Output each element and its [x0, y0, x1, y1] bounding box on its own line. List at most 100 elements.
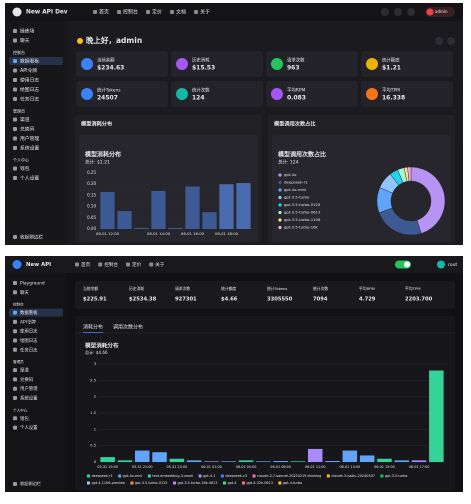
- header-bar: [5, 3, 463, 21]
- stat-label: 当前余额: [83, 286, 98, 291]
- avatar: [437, 260, 445, 269]
- bar: [169, 458, 185, 462]
- legend-label: gpt-3.5-turbo-16k-0613: [177, 481, 217, 485]
- sidebar-item[interactable]: API令牌: [20, 318, 36, 325]
- nav-item[interactable]: 文档: [176, 9, 186, 16]
- legend-swatch: [241, 481, 245, 485]
- refresh-button[interactable]: [435, 37, 443, 45]
- sidebar-item[interactable]: 绘图日志: [20, 337, 38, 344]
- nav-icon: [75, 262, 79, 267]
- y-tick-label: 3: [94, 362, 96, 366]
- legend-label: gpt-3.5-turbo-0125: [284, 202, 321, 207]
- bar: [273, 461, 288, 462]
- pie-slice: [407, 166, 412, 182]
- sidebar-item[interactable]: 钱包: [20, 415, 29, 422]
- sidebar-item[interactable]: 使用日志: [20, 328, 38, 335]
- sidebar-item[interactable]: 用户管理: [20, 385, 38, 392]
- stat-icon: [271, 58, 283, 70]
- sidebar-item[interactable]: 操练场: [20, 28, 35, 35]
- legend-swatch: [118, 474, 122, 478]
- bar: [185, 186, 200, 229]
- nav-item[interactable]: 定价: [152, 9, 162, 16]
- sidebar-collapse[interactable]: 收起侧边栏: [20, 480, 41, 487]
- stat-icon: [366, 58, 378, 70]
- legend-swatch: [222, 481, 226, 485]
- sidebar-active: [9, 308, 63, 317]
- y-tick-label: 2: [94, 395, 96, 399]
- bar: [134, 227, 149, 229]
- stat-value: 0.083: [287, 95, 306, 102]
- stat-label: 平均TPM: [382, 87, 400, 94]
- stat-label: 请求次数: [175, 286, 190, 291]
- header-icon: [407, 8, 415, 16]
- stat-card: [76, 81, 168, 107]
- sidebar-icon: [13, 87, 17, 92]
- nav-item[interactable]: 定价: [132, 261, 142, 268]
- sidebar-item[interactable]: 聊天: [20, 289, 29, 296]
- nav-item[interactable]: 关于: [200, 9, 210, 16]
- sidebar-item[interactable]: 使用日志: [20, 77, 39, 84]
- stat-value: $1.21: [382, 65, 401, 72]
- panel-title: 模型调用次数占比: [274, 120, 316, 128]
- stat-label: 统计Tokens: [267, 286, 287, 291]
- nav-item[interactable]: 控制台: [123, 9, 138, 16]
- nav-item[interactable]: 首页: [99, 9, 109, 16]
- nav-item[interactable]: 首页: [81, 261, 91, 268]
- panel-title: 模型消耗分布: [81, 120, 112, 128]
- header-icon: [381, 8, 389, 16]
- bar: [290, 461, 306, 462]
- bar: [256, 461, 271, 462]
- stat-label: 统计次数: [313, 286, 328, 291]
- sidebar-item[interactable]: 个人设置: [20, 175, 39, 182]
- sidebar-item[interactable]: 渠道: [20, 367, 29, 374]
- stat-value: $234.63: [97, 65, 124, 72]
- sidebar-collapse[interactable]: 收起侧边栏: [20, 234, 43, 241]
- sidebar-item[interactable]: 数据看板: [20, 309, 38, 316]
- y-tick-label: 0: [94, 460, 97, 464]
- nav-item[interactable]: 控制台: [104, 261, 118, 268]
- sidebar-item[interactable]: 聊天: [20, 37, 30, 44]
- sidebar-icon: [13, 482, 17, 486]
- user-name[interactable]: admin: [435, 9, 448, 14]
- tab-underline: [83, 332, 104, 333]
- x-tick-label: 06-01 14:00: [147, 231, 171, 236]
- user-name[interactable]: root: [448, 262, 457, 268]
- sidebar-icon: [13, 176, 17, 180]
- sidebar-item[interactable]: 兑换码: [20, 376, 34, 383]
- y-tick-label: 1.5: [90, 411, 96, 415]
- sidebar-item[interactable]: 渠道: [20, 116, 30, 123]
- stat-card: [171, 81, 263, 107]
- sidebar-item[interactable]: 绘图日志: [20, 86, 39, 93]
- sidebar-item[interactable]: 任务日志: [20, 346, 38, 353]
- legend-dot: [278, 188, 282, 192]
- sidebar-item[interactable]: API令牌: [20, 67, 37, 74]
- sidebar-item[interactable]: Playground: [20, 281, 45, 287]
- nav-icon: [93, 10, 97, 14]
- sidebar-item[interactable]: 兑换码: [20, 126, 35, 133]
- sidebar-item[interactable]: 任务日志: [20, 96, 39, 103]
- bar: [325, 461, 340, 462]
- sidebar-item[interactable]: 数据看板: [20, 58, 39, 65]
- sidebar-item[interactable]: 系统设置: [20, 145, 39, 152]
- sidebar-item[interactable]: 用户管理: [20, 135, 39, 142]
- sidebar-item[interactable]: 钱包: [20, 165, 30, 172]
- sidebar-icon: [13, 386, 17, 391]
- nav-item[interactable]: 关于: [155, 261, 165, 268]
- sidebar-icon: [13, 347, 17, 352]
- search-button[interactable]: [447, 37, 455, 45]
- legend-label: text-embedding-3-small: [152, 474, 193, 478]
- stat-label: 平均TPM: [405, 286, 420, 291]
- legend-label: gpt-4-1106-preview: [92, 481, 126, 485]
- sidebar-item[interactable]: 系统设置: [20, 395, 38, 402]
- bar: [394, 460, 410, 462]
- x-tick-label: 06-01 04:00: [236, 465, 257, 469]
- x-tick-label: 06-01 01:00: [201, 465, 222, 469]
- tab[interactable]: 消耗分布: [83, 324, 103, 331]
- x-tick-label: 05-31 19:00: [97, 465, 118, 469]
- legend-label: gpt-4-32k-0613: [246, 481, 272, 485]
- sidebar-item[interactable]: 个人设置: [20, 424, 38, 431]
- legend-label: gpt-4.1: [203, 474, 215, 478]
- nav-icon: [194, 10, 199, 14]
- tab[interactable]: 调用次数分布: [113, 324, 143, 331]
